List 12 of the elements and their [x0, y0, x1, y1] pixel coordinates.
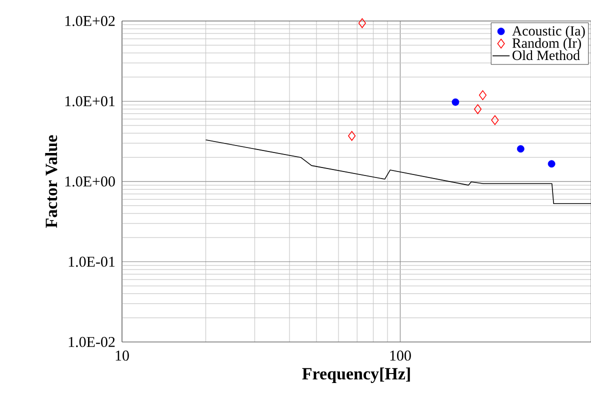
y-tick-label: 1.0E+01	[65, 96, 115, 106]
legend-label: Random (Ir)	[512, 38, 581, 51]
x-tick-label: 10	[116, 350, 129, 361]
legend-label: Acoustic (Ia)	[512, 26, 585, 38]
legend-label: Old Method	[512, 50, 580, 60]
x-axis-title: Frequency[Hz]	[302, 368, 410, 383]
y-tick-label: 1.0E+02	[65, 16, 115, 26]
y-tick-label: 1.0E-02	[68, 336, 115, 348]
y-tick-label: 1.0E-01	[68, 256, 115, 267]
y-axis-title: Factor Value	[45, 135, 58, 228]
x-tick-label: 100	[390, 350, 411, 361]
y-tick-label: 1.0E+00	[65, 176, 115, 187]
